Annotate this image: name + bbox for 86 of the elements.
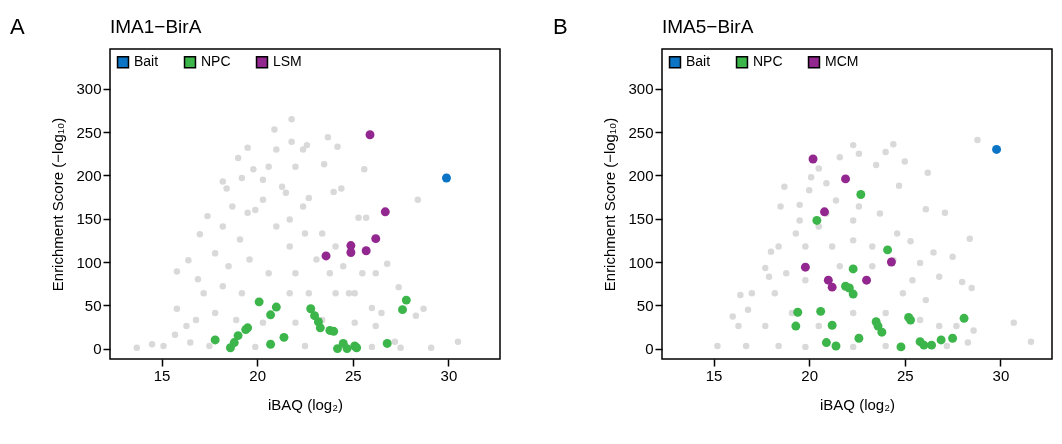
point (401, 295, 411, 305)
point (877, 327, 887, 337)
x-tick-label: 30 (440, 366, 458, 384)
legend-label: Bait (134, 53, 159, 70)
x-tick-label: 25 (344, 366, 362, 384)
x-tick-label: 25 (896, 366, 914, 384)
chart-title: IMA5−BirA (662, 16, 754, 37)
point (827, 282, 837, 292)
point (800, 262, 810, 272)
point (365, 130, 375, 140)
legend-label: NPC (753, 53, 783, 70)
point (883, 245, 893, 255)
point (271, 302, 281, 312)
point (821, 338, 831, 348)
legend-label: Bait (686, 53, 711, 70)
x-axis-title: iBAQ (log₂) (819, 395, 896, 413)
point (361, 246, 371, 256)
point (321, 251, 331, 261)
point (279, 332, 289, 342)
point (948, 333, 958, 343)
point (886, 257, 896, 267)
y-tick-label: 250 (628, 123, 654, 141)
y-tick-label: 200 (76, 166, 102, 184)
y-axis-title: Enrichment Score (−log₁₀) (601, 117, 619, 292)
y-tick-label: 50 (84, 296, 102, 314)
point (808, 154, 818, 164)
point (310, 311, 320, 321)
point (398, 305, 407, 315)
point (315, 323, 325, 333)
point (959, 313, 969, 323)
y-tick-label: 150 (628, 210, 654, 228)
point (816, 306, 826, 316)
y-tick-label: 150 (76, 210, 102, 228)
x-tick-label: 15 (153, 366, 171, 384)
y-tick-label: 300 (76, 80, 102, 98)
point (827, 320, 837, 330)
y-tick-label: 100 (628, 253, 654, 271)
x-tick-label: 30 (992, 366, 1010, 384)
y-tick-label: 100 (76, 253, 102, 271)
point (254, 297, 264, 307)
x-tick-label: 20 (801, 366, 819, 384)
y-tick-label: 250 (76, 123, 102, 141)
y-tick-label: 200 (628, 166, 654, 184)
point (329, 326, 339, 336)
point (225, 343, 235, 353)
y-axis-title: Enrichment Score (−log₁₀) (49, 117, 67, 292)
point (791, 321, 801, 331)
legend-label: MCM (825, 53, 859, 70)
point (936, 335, 946, 345)
point (896, 342, 906, 352)
point (793, 307, 803, 317)
point (306, 304, 316, 314)
legend-label: LSM (273, 53, 302, 70)
text: A (10, 14, 25, 39)
text: B (553, 14, 568, 39)
x-tick-label: 15 (705, 366, 723, 384)
point (333, 344, 342, 354)
point (862, 275, 872, 285)
y-tick-label: 50 (636, 296, 654, 314)
point (848, 264, 858, 274)
y-tick-label: 0 (93, 340, 102, 358)
point (831, 341, 841, 351)
point (233, 331, 243, 341)
point (266, 310, 276, 320)
y-tick-label: 0 (645, 340, 654, 358)
x-axis-title: iBAQ (log₂) (267, 395, 344, 413)
point (812, 215, 822, 225)
point (854, 333, 864, 343)
point (823, 275, 833, 285)
chart-title: IMA1−BirA (110, 16, 202, 37)
point (841, 174, 850, 184)
y-tick-label: 300 (628, 80, 654, 98)
x-tick-label: 20 (249, 366, 267, 384)
point (371, 234, 381, 244)
point (927, 340, 937, 350)
legend-label: NPC (201, 53, 231, 70)
point (266, 339, 276, 349)
point (346, 248, 356, 257)
point (442, 173, 451, 183)
point (380, 207, 390, 217)
point (848, 289, 858, 299)
point (382, 338, 392, 348)
point (992, 144, 1002, 154)
point (342, 344, 352, 354)
point (210, 335, 220, 345)
point (856, 190, 866, 199)
